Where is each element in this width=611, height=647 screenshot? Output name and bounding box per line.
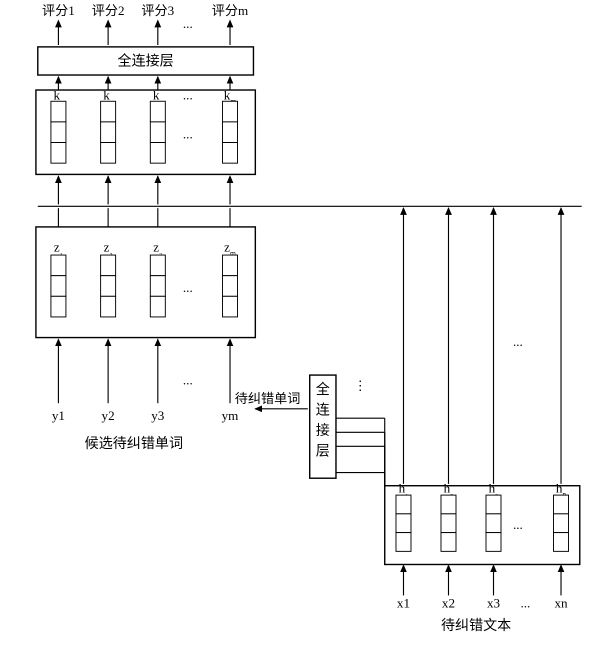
h-container: [385, 486, 580, 565]
score-label: 评分m: [212, 3, 248, 18]
neural-diagram: 评分1评分2评分3评分m...全连接层k₁k₂k₃kₘ......z₁z₂z₃z…: [0, 0, 611, 647]
ellipsis: ...: [183, 16, 193, 31]
ellipsis: ...: [183, 280, 193, 295]
z-cell: [150, 255, 165, 276]
error-text-label: 待纠错文本: [441, 618, 511, 634]
k-cell: [223, 143, 238, 164]
h-cell: [396, 514, 411, 533]
ellipsis: ...: [183, 372, 193, 387]
h-cell: [486, 514, 501, 533]
z-cell: [51, 255, 66, 276]
h-cell: [441, 495, 456, 514]
score-label: 评分1: [42, 3, 75, 18]
k-cell: [101, 101, 116, 122]
h-cell: [441, 514, 456, 533]
h-cell: [396, 533, 411, 552]
ellipsis: ...: [520, 596, 530, 611]
score-label: 评分3: [141, 3, 174, 18]
h-cell: [396, 495, 411, 514]
z-cell: [150, 276, 165, 297]
k-cell: [101, 122, 116, 143]
x-label: x3: [487, 596, 501, 611]
fc-mid-char: 层: [316, 444, 330, 460]
k-cell: [51, 101, 66, 122]
ellipsis: ...: [183, 87, 193, 102]
z-cell: [51, 276, 66, 297]
fc-mid-char: 连: [316, 402, 330, 418]
candidate-words-label: 候选待纠错单词: [85, 436, 183, 452]
fc-mid-char: 接: [316, 422, 330, 439]
h-cell: [554, 514, 569, 533]
z-cell: [101, 255, 116, 276]
k-cell: [223, 122, 238, 143]
x-label: xn: [554, 596, 568, 611]
k-cell: [150, 143, 165, 164]
ellipsis: ...: [513, 517, 523, 532]
x-label: x2: [442, 596, 455, 611]
y-label: y1: [52, 408, 65, 423]
ellipsis: ...: [183, 126, 193, 141]
z-cell: [101, 296, 116, 317]
x-label: x1: [397, 596, 410, 611]
h-cell: [486, 495, 501, 514]
k-cell: [150, 122, 165, 143]
k-cell: [223, 101, 238, 122]
ellipsis: ⋮: [354, 378, 367, 393]
k-cell: [51, 143, 66, 164]
y-label: y2: [102, 408, 115, 423]
z-cell: [223, 296, 238, 317]
z-cell: [223, 255, 238, 276]
score-label: 评分2: [92, 3, 125, 18]
y-label: ym: [222, 408, 239, 423]
k-cell: [150, 101, 165, 122]
k-cell: [101, 143, 116, 164]
h-cell: [554, 495, 569, 514]
z-cell: [223, 276, 238, 297]
h-cell: [554, 533, 569, 552]
z-cell: [150, 296, 165, 317]
z-cell: [101, 276, 116, 297]
error-word-label: 待纠错单词: [235, 391, 301, 406]
y-label: y3: [151, 408, 165, 423]
h-cell: [486, 533, 501, 552]
z-cell: [51, 296, 66, 317]
fc-mid-char: 全: [316, 381, 330, 398]
ellipsis: ...: [513, 334, 523, 349]
k-cell: [51, 122, 66, 143]
h-cell: [441, 533, 456, 552]
fc-top-label: 全连接层: [118, 53, 174, 70]
